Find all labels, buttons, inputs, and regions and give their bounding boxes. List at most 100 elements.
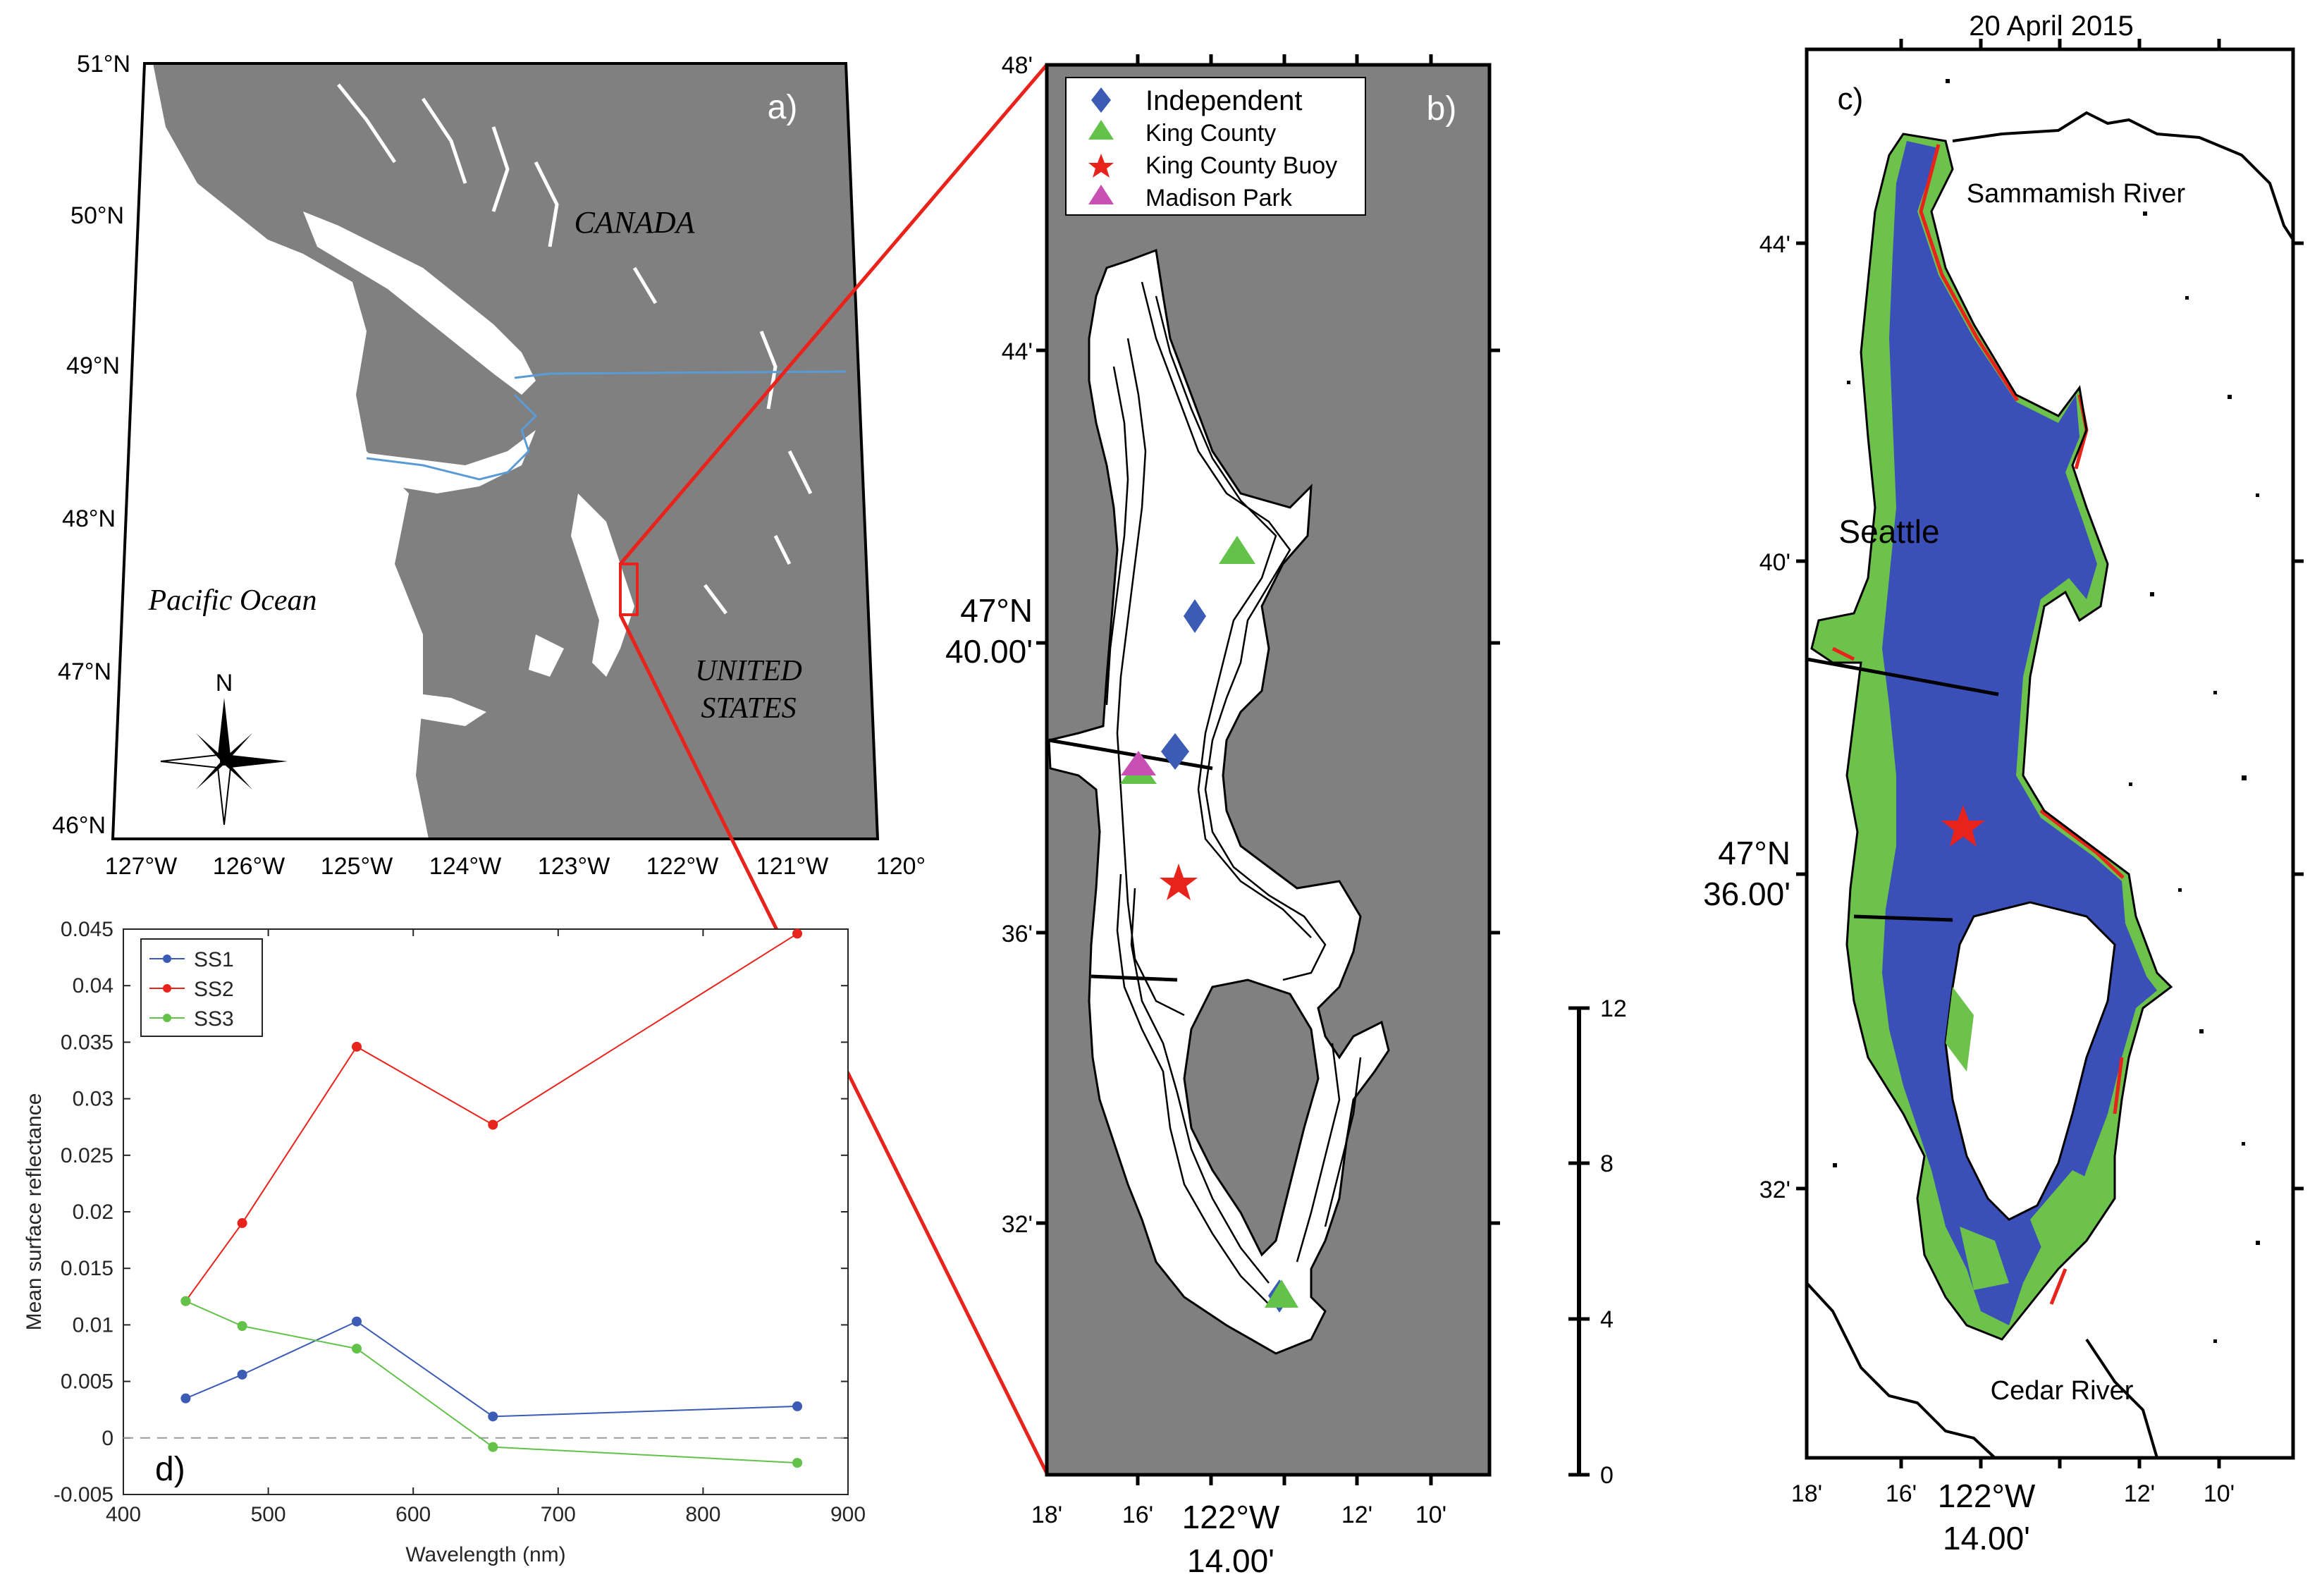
legend-ss2: SS2 bbox=[194, 978, 234, 1001]
legend-ss2-marker bbox=[163, 984, 171, 993]
panel-a-frame bbox=[111, 62, 880, 840]
x-tick-label: 600 bbox=[395, 1503, 431, 1526]
panel-a-zoom-box bbox=[619, 563, 639, 616]
panel-b-bridge-i90 bbox=[1091, 974, 1178, 982]
panel-b-lat-48: 48' bbox=[1002, 52, 1033, 79]
series-point-ss1 bbox=[180, 1393, 191, 1404]
series-point-ss3 bbox=[792, 1458, 803, 1468]
marker-king-county-1 bbox=[1219, 536, 1255, 564]
legend-king-county-buoy: King County Buoy bbox=[1145, 152, 1337, 179]
panel-d-series bbox=[180, 928, 803, 1468]
panel-c-green-patch-2 bbox=[2030, 1170, 2101, 1255]
panel-c-mercer-island bbox=[1944, 901, 2116, 1221]
marker-king-county-buoy bbox=[1160, 864, 1198, 900]
legend-ss1-marker bbox=[163, 954, 171, 963]
series-point-ss1 bbox=[792, 1401, 803, 1411]
panel-a-lat-tick: 47°N bbox=[58, 658, 111, 685]
panel-d-label: d) bbox=[155, 1451, 185, 1488]
panel-c-date: 20 April 2015 bbox=[1969, 11, 2134, 42]
panel-c-buoy-star bbox=[1941, 805, 1985, 847]
panel-c-lat-32: 32' bbox=[1759, 1177, 1790, 1203]
series-point-ss2 bbox=[237, 1218, 247, 1229]
panel-c-lon-12: 12' bbox=[2124, 1480, 2155, 1507]
y-tick-label: 0.03 bbox=[73, 1088, 113, 1111]
depth-scale-bar: 12 8 4 0 bbox=[1568, 995, 1627, 1489]
panel-b-lon-10: 10' bbox=[1415, 1502, 1446, 1528]
panel-b-bridge-520 bbox=[1048, 738, 1213, 771]
panel-c-noise-specks bbox=[1833, 79, 2260, 1343]
panel-c-classification-map: 20 April 2015 bbox=[1703, 11, 2304, 1557]
panel-a-label: a) bbox=[768, 89, 798, 126]
panel-c-cedar-river-line bbox=[1805, 1282, 1996, 1459]
legend-independent: Independent bbox=[1145, 85, 1302, 116]
series-point-ss3 bbox=[352, 1344, 362, 1354]
panel-c-frame bbox=[1805, 47, 2295, 1460]
y-tick-label: 0.005 bbox=[61, 1370, 113, 1394]
y-tick-label: 0 bbox=[102, 1427, 113, 1450]
y-tick-label: 0.01 bbox=[73, 1313, 113, 1337]
panel-c-lon-18: 18' bbox=[1791, 1480, 1822, 1507]
panel-d-legend: SS1 SS2 SS3 bbox=[140, 938, 263, 1037]
legend-madison-park: Madison Park bbox=[1145, 185, 1293, 211]
panel-a-border-line bbox=[514, 370, 847, 379]
label-united: UNITED bbox=[695, 655, 802, 687]
panel-a-lon-tick: 124°W bbox=[429, 853, 501, 880]
label-pacific-ocean: Pacific Ocean bbox=[147, 584, 317, 617]
panel-a-lon-tick: 126°W bbox=[213, 853, 285, 880]
panel-a-lat-tick: 46°N bbox=[52, 812, 106, 839]
panel-b-depth-contours bbox=[1105, 281, 1362, 1305]
panel-c-lon-16: 16' bbox=[1886, 1480, 1917, 1507]
label-states: STATES bbox=[701, 692, 796, 725]
y-tick-label: 0.025 bbox=[61, 1144, 113, 1167]
legend-diamond-icon bbox=[1091, 87, 1111, 113]
panel-c-lon-14: 14.00' bbox=[1943, 1520, 2030, 1557]
legend-king-county: King County bbox=[1145, 120, 1276, 147]
panel-a-lon-tick: 123°W bbox=[538, 853, 610, 880]
panel-c-cedar-river-line-2 bbox=[2085, 1338, 2158, 1459]
y-tick-label: 0.04 bbox=[73, 974, 113, 998]
panel-d-xlabel: Wavelength (nm) bbox=[405, 1543, 565, 1566]
panel-c-lon-122w: 122°W bbox=[1938, 1478, 2036, 1514]
legend-box bbox=[1065, 77, 1366, 216]
marker-independent-2 bbox=[1161, 733, 1189, 770]
y-tick-label: 0.02 bbox=[73, 1201, 113, 1224]
panel-b-lon-12: 12' bbox=[1341, 1502, 1372, 1528]
series-point-ss1 bbox=[488, 1411, 498, 1422]
series-point-ss3 bbox=[180, 1296, 191, 1306]
x-tick-label: 400 bbox=[106, 1503, 141, 1526]
scale-tick-4: 4 bbox=[1600, 1306, 1614, 1333]
panel-a-lon-tick: 127°W bbox=[105, 853, 177, 880]
label-seattle: Seattle bbox=[1838, 513, 1939, 550]
panel-d-ticks: 400 500 600 700 800 900 -0.005 0 0.005 0.01 0.015 0… bbox=[54, 918, 866, 1526]
panel-a-regional-map: N CANADA Pacific Ocean UNITED STATES a) … bbox=[52, 51, 926, 880]
panel-a-lon-tick: 125°W bbox=[321, 853, 393, 880]
panel-c-lat-40: 40' bbox=[1759, 549, 1790, 576]
panel-b-frame bbox=[1045, 63, 1492, 1477]
scale-tick-8: 8 bbox=[1600, 1150, 1614, 1177]
panel-a-longitude-ticks: 127°W 126°W 125°W 124°W 123°W 122°W 121°W 120° bbox=[105, 853, 926, 880]
legend-star-icon bbox=[1088, 154, 1114, 178]
series-point-ss1 bbox=[352, 1316, 362, 1327]
panel-b-lat-36: 36' bbox=[1002, 921, 1033, 947]
panel-a-lat-tick: 50°N bbox=[70, 202, 124, 229]
panel-c-label: c) bbox=[1838, 82, 1864, 116]
panel-a-lon-tick: 120° bbox=[876, 853, 926, 880]
panel-c-bridge-i90 bbox=[1853, 914, 1953, 922]
series-point-ss3 bbox=[488, 1442, 498, 1452]
zoom-line-top bbox=[619, 63, 1048, 565]
panel-b-lon-14: 14.00' bbox=[1187, 1542, 1274, 1579]
y-tick-label: 0.035 bbox=[61, 1031, 113, 1054]
y-tick-label: 0.015 bbox=[61, 1257, 113, 1280]
marker-king-county-2 bbox=[1265, 1279, 1298, 1308]
x-tick-label: 700 bbox=[541, 1503, 576, 1526]
panel-a-lon-tick: 122°W bbox=[646, 853, 718, 880]
panel-c-tick-marks bbox=[1796, 39, 2304, 1468]
panel-b-lat-32: 32' bbox=[1002, 1211, 1033, 1238]
panel-a-lon-tick: 121°W bbox=[756, 853, 828, 880]
panel-b-lon-18: 18' bbox=[1031, 1502, 1062, 1528]
series-point-ss3 bbox=[237, 1321, 247, 1332]
legend-ss1: SS1 bbox=[194, 948, 234, 971]
panel-b-lon-122w: 122°W bbox=[1182, 1499, 1280, 1535]
x-tick-label: 900 bbox=[830, 1503, 866, 1526]
